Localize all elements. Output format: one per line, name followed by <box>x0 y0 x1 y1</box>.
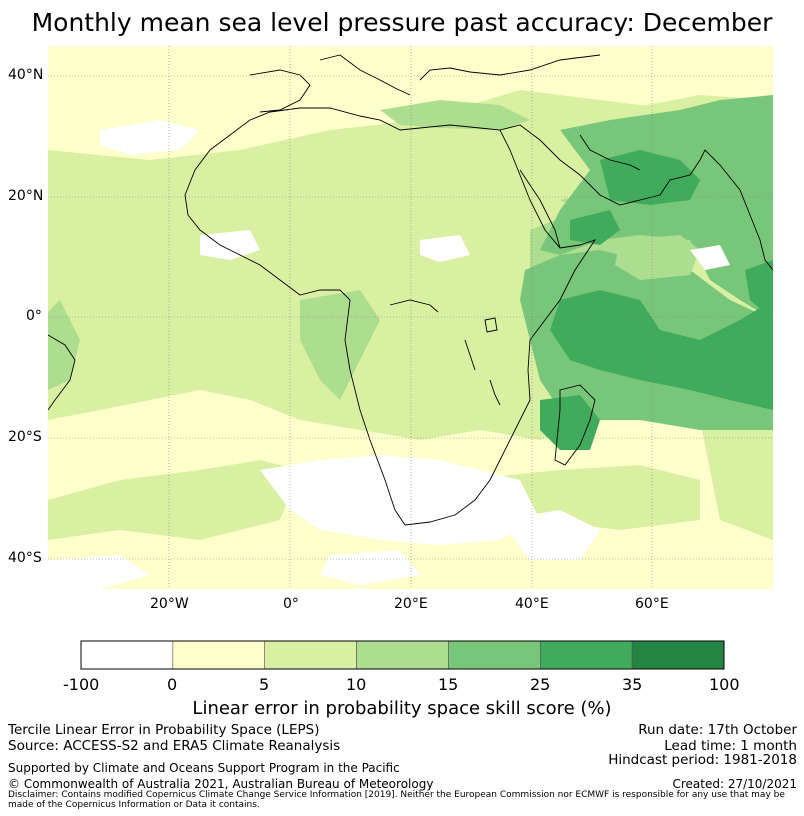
colorbar-tick-10: 10 <box>346 675 367 694</box>
colorbar-tick-minus100: -100 <box>63 675 100 694</box>
lon-label-20e: 20°E <box>394 596 428 612</box>
lat-label-20s: 20°S <box>8 429 42 445</box>
colorbar-cell <box>80 640 174 670</box>
chart-title: Monthly mean sea level pressure past acc… <box>31 8 773 37</box>
colorbar-cell <box>356 640 449 670</box>
coastline <box>48 54 773 526</box>
footer-disclaimer: Disclaimer: Contains modified Copernicus… <box>8 790 785 810</box>
lon-label-0: 0° <box>283 596 299 612</box>
colorbar-tick-100: 100 <box>709 675 740 694</box>
lat-label-40n: 40°N <box>8 67 44 83</box>
lon-label-20w: 20°W <box>150 596 189 612</box>
footer-hindcast: Hindcast period: 1981-2018 <box>608 752 797 768</box>
lat-label-40s: 40°S <box>8 550 42 566</box>
colorbar-cell <box>631 640 725 670</box>
footer-copyright: © Commonwealth of Australia 2021, Austra… <box>8 777 434 791</box>
footer-created: Created: 27/10/2021 <box>672 777 797 791</box>
footer-run-date: Run date: 17th October <box>638 722 797 738</box>
colorbar-cell <box>539 640 633 670</box>
colorbar-tick-25: 25 <box>530 675 551 694</box>
footer-support: Supported by Climate and Oceans Support … <box>8 761 400 775</box>
lon-label-60e: 60°E <box>635 596 669 612</box>
footer-lead-time: Lead time: 1 month <box>664 738 797 754</box>
skill-region-mid-inner <box>615 235 700 280</box>
colorbar-tick-0: 0 <box>167 675 178 694</box>
colorbar-cell <box>264 640 357 670</box>
colorbar-tick-15: 15 <box>438 675 459 694</box>
colorbar-tick-35: 35 <box>622 675 643 694</box>
skill-region-white <box>48 120 730 589</box>
colorbar <box>80 640 725 670</box>
gridlines <box>48 46 773 589</box>
lat-label-eq: 0° <box>26 308 42 324</box>
lat-label-20n: 20°N <box>8 188 44 204</box>
colorbar-cell <box>448 640 541 670</box>
skill-map <box>48 46 773 589</box>
colorbar-cell <box>172 640 266 670</box>
footer-source: Source: ACCESS-S2 and ERA5 Climate Reana… <box>8 738 341 754</box>
footer-method: Tercile Linear Error in Probability Spac… <box>8 722 320 738</box>
colorbar-tick-5: 5 <box>259 675 270 694</box>
colorbar-label: Linear error in probability space skill … <box>192 698 612 719</box>
lon-label-40e: 40°E <box>515 596 549 612</box>
